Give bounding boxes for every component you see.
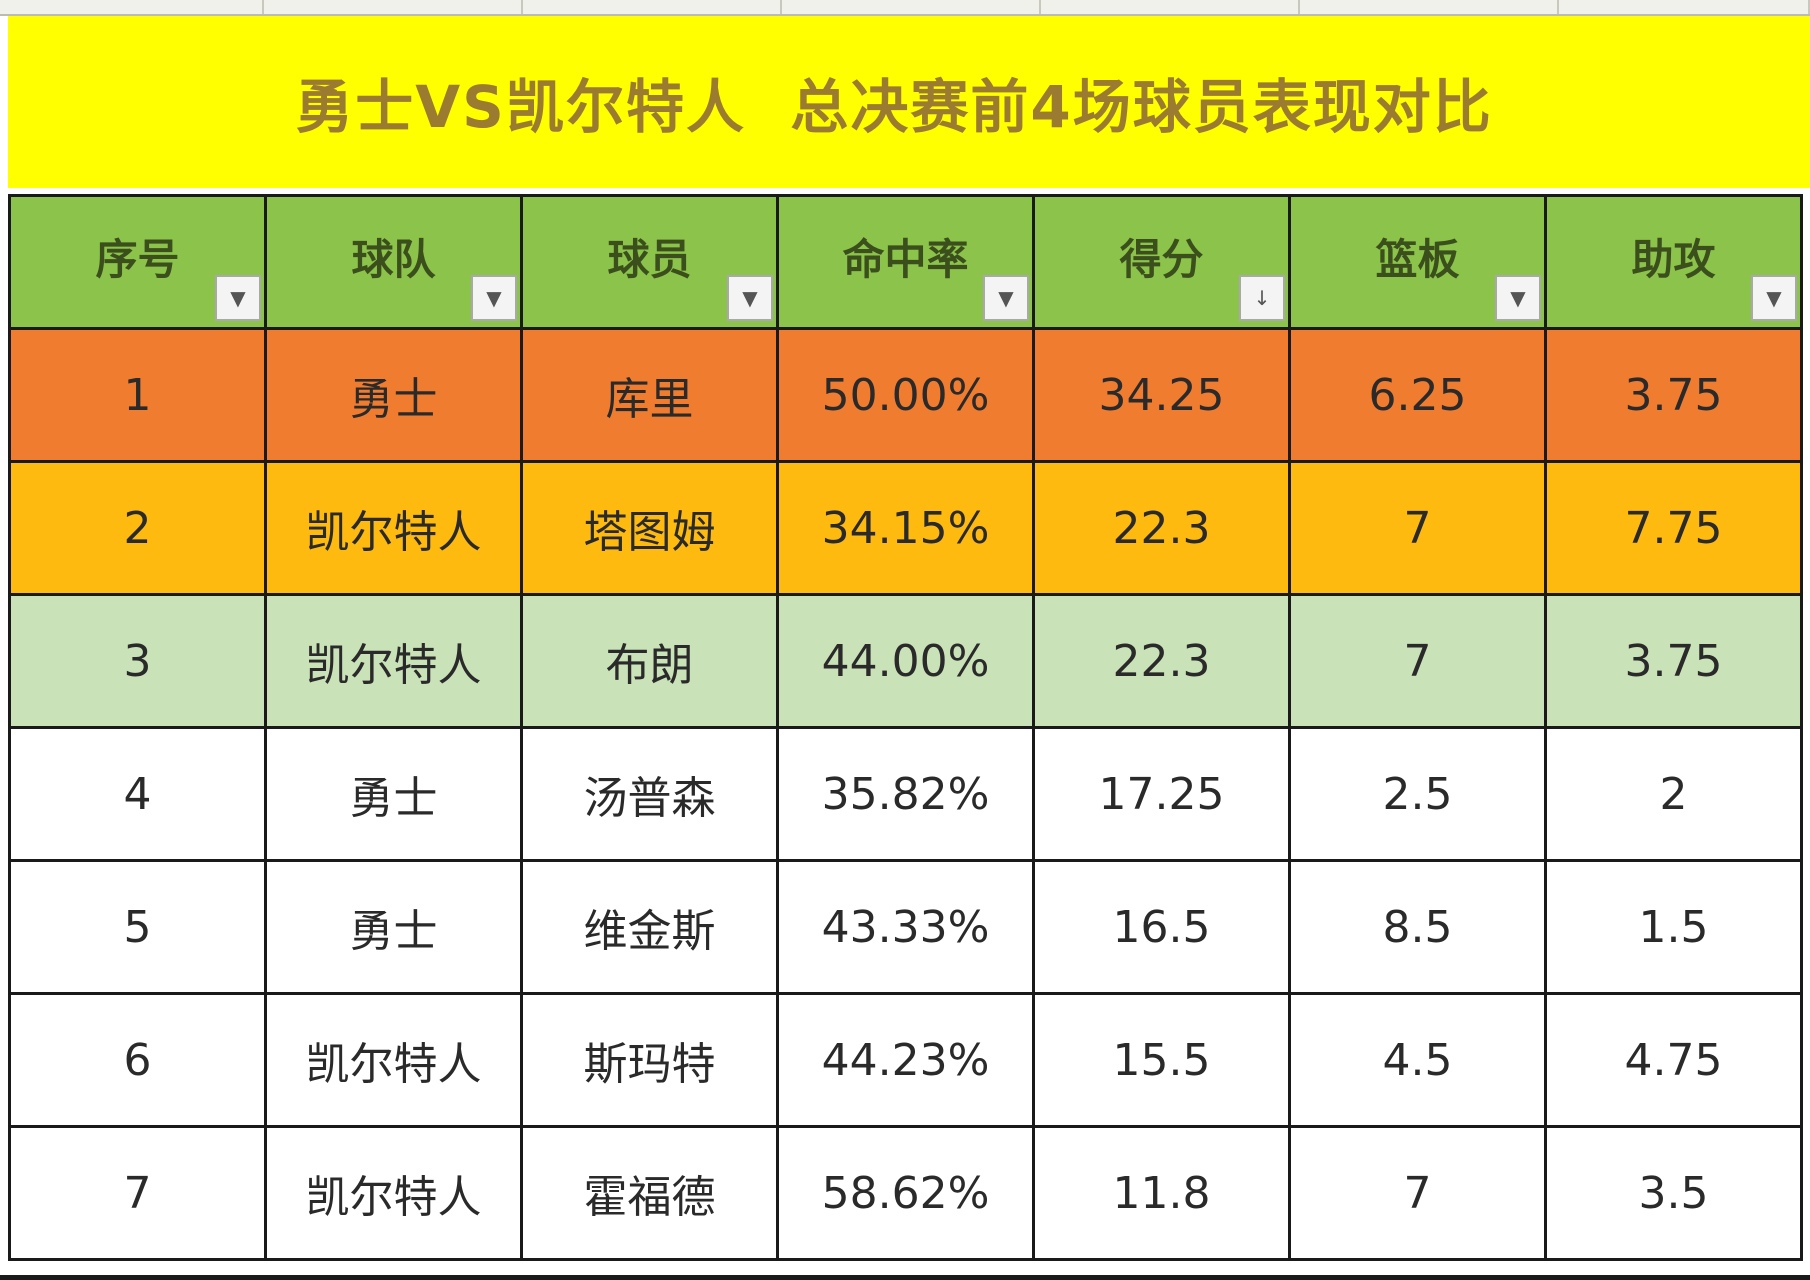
cell-ast[interactable]: 7.75 (1544, 460, 1803, 596)
cell-pts[interactable]: 22.3 (1032, 593, 1291, 729)
cell-fg[interactable]: 44.00% (776, 593, 1035, 729)
cell-team[interactable]: 勇士 (264, 859, 523, 995)
cell-team[interactable]: 勇士 (264, 726, 523, 862)
cell-ast[interactable]: 2 (1544, 726, 1803, 862)
cell-no[interactable]: 1 (8, 327, 267, 463)
stats-table: 序号 ▼ 球队 ▼ 球员 ▼ 命中率 ▼ 得分 ↓ (8, 194, 1803, 1261)
cell-fg[interactable]: 35.82% (776, 726, 1035, 862)
cell-no[interactable]: 5 (8, 859, 267, 995)
cell-player[interactable]: 库里 (520, 327, 779, 463)
cell-pts[interactable]: 17.25 (1032, 726, 1291, 862)
strip-cell (782, 0, 1041, 14)
table-row: 7 凯尔特人 霍福德 58.62% 11.8 7 3.5 (8, 1125, 1803, 1261)
cell-reb[interactable]: 6.25 (1288, 327, 1547, 463)
cell-reb[interactable]: 2.5 (1288, 726, 1547, 862)
header-ast[interactable]: 助攻 ▼ (1544, 194, 1803, 330)
cell-pts[interactable]: 15.5 (1032, 992, 1291, 1128)
header-row: 序号 ▼ 球队 ▼ 球员 ▼ 命中率 ▼ 得分 ↓ (8, 194, 1803, 330)
cell-fg[interactable]: 34.15% (776, 460, 1035, 596)
cell-no[interactable]: 7 (8, 1125, 267, 1261)
header-label: 助攻 (1631, 234, 1716, 284)
cell-fg[interactable]: 43.33% (776, 859, 1035, 995)
table-row: 3 凯尔特人 布朗 44.00% 22.3 7 3.75 (8, 593, 1803, 729)
header-fg[interactable]: 命中率 ▼ (776, 194, 1035, 330)
cell-team[interactable]: 凯尔特人 (264, 460, 523, 596)
cell-player[interactable]: 斯玛特 (520, 992, 779, 1128)
filter-dropdown-icon[interactable]: ▼ (983, 275, 1029, 321)
header-label: 命中率 (842, 234, 969, 284)
cell-pts[interactable]: 34.25 (1032, 327, 1291, 463)
table-row: 5 勇士 维金斯 43.33% 16.5 8.5 1.5 (8, 859, 1803, 995)
header-label: 球员 (607, 234, 692, 284)
filter-dropdown-icon[interactable]: ▼ (1495, 275, 1541, 321)
strip-cell (1300, 0, 1559, 14)
header-reb[interactable]: 篮板 ▼ (1288, 194, 1547, 330)
cell-team[interactable]: 勇士 (264, 327, 523, 463)
cell-reb[interactable]: 7 (1288, 460, 1547, 596)
filter-dropdown-icon[interactable]: ▼ (215, 275, 261, 321)
cell-ast[interactable]: 1.5 (1544, 859, 1803, 995)
cell-team[interactable]: 凯尔特人 (264, 593, 523, 729)
filter-dropdown-icon[interactable]: ▼ (471, 275, 517, 321)
cell-reb[interactable]: 8.5 (1288, 859, 1547, 995)
title-banner[interactable]: 勇士VS凯尔特人 总决赛前4场球员表现对比 (8, 16, 1810, 188)
table-row: 6 凯尔特人 斯玛特 44.23% 15.5 4.5 4.75 (8, 992, 1803, 1128)
filter-dropdown-icon[interactable]: ▼ (1751, 275, 1797, 321)
cell-reb[interactable]: 4.5 (1288, 992, 1547, 1128)
cell-player[interactable]: 布朗 (520, 593, 779, 729)
strip-cell (523, 0, 782, 14)
cell-ast[interactable]: 4.75 (1544, 992, 1803, 1128)
cell-fg[interactable]: 50.00% (776, 327, 1035, 463)
cell-player[interactable]: 霍福德 (520, 1125, 779, 1261)
table-row: 4 勇士 汤普森 35.82% 17.25 2.5 2 (8, 726, 1803, 862)
bottom-border (0, 1275, 1810, 1280)
cell-ast[interactable]: 3.5 (1544, 1125, 1803, 1261)
cell-pts[interactable]: 22.3 (1032, 460, 1291, 596)
strip-cell (1559, 0, 1810, 14)
cell-ast[interactable]: 3.75 (1544, 593, 1803, 729)
cell-reb[interactable]: 7 (1288, 1125, 1547, 1261)
cell-team[interactable]: 凯尔特人 (264, 1125, 523, 1261)
filter-dropdown-icon[interactable]: ▼ (727, 275, 773, 321)
cell-fg[interactable]: 58.62% (776, 1125, 1035, 1261)
header-pts[interactable]: 得分 ↓ (1032, 194, 1291, 330)
sort-descending-icon[interactable]: ↓ (1239, 275, 1285, 321)
top-row-strip (0, 0, 1810, 16)
cell-player[interactable]: 维金斯 (520, 859, 779, 995)
cell-ast[interactable]: 3.75 (1544, 327, 1803, 463)
cell-player[interactable]: 汤普森 (520, 726, 779, 862)
header-team[interactable]: 球队 ▼ (264, 194, 523, 330)
table-row: 2 凯尔特人 塔图姆 34.15% 22.3 7 7.75 (8, 460, 1803, 596)
cell-no[interactable]: 3 (8, 593, 267, 729)
strip-cell (264, 0, 523, 14)
header-label: 得分 (1119, 234, 1204, 284)
header-label: 篮板 (1375, 234, 1460, 284)
page-title: 勇士VS凯尔特人 总决赛前4场球员表现对比 (295, 73, 1493, 141)
cell-pts[interactable]: 16.5 (1032, 859, 1291, 995)
cell-team[interactable]: 凯尔特人 (264, 992, 523, 1128)
cell-pts[interactable]: 11.8 (1032, 1125, 1291, 1261)
table-row: 1 勇士 库里 50.00% 34.25 6.25 3.75 (8, 327, 1803, 463)
cell-no[interactable]: 6 (8, 992, 267, 1128)
strip-cell (1041, 0, 1300, 14)
cell-fg[interactable]: 44.23% (776, 992, 1035, 1128)
cell-player[interactable]: 塔图姆 (520, 460, 779, 596)
cell-no[interactable]: 2 (8, 460, 267, 596)
header-label: 球队 (351, 234, 436, 284)
header-player[interactable]: 球员 ▼ (520, 194, 779, 330)
strip-cell (0, 0, 264, 14)
header-no[interactable]: 序号 ▼ (8, 194, 267, 330)
cell-reb[interactable]: 7 (1288, 593, 1547, 729)
cell-no[interactable]: 4 (8, 726, 267, 862)
header-label: 序号 (95, 234, 180, 284)
